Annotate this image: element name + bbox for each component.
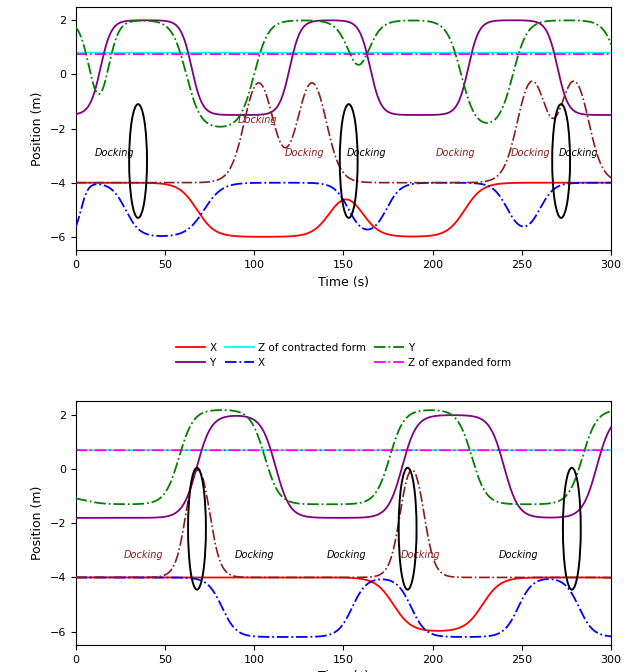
Legend: X, Y, Z of contracted form, X, Y, Z of expanded form: X, Y, Z of contracted form, X, Y, Z of e…	[172, 338, 515, 372]
Text: Docking: Docking	[436, 147, 476, 157]
Text: Docking: Docking	[123, 550, 163, 560]
X-axis label: Time (s): Time (s)	[318, 671, 369, 672]
Text: Docking: Docking	[400, 550, 440, 560]
Text: Docking: Docking	[234, 550, 274, 560]
Text: Docking: Docking	[284, 147, 324, 157]
Text: Docking: Docking	[238, 115, 277, 125]
Y-axis label: Position (m): Position (m)	[31, 486, 44, 560]
Y-axis label: Position (m): Position (m)	[31, 91, 44, 166]
Text: Docking: Docking	[327, 550, 367, 560]
Text: Docking: Docking	[498, 550, 538, 560]
Text: Docking: Docking	[346, 147, 386, 157]
X-axis label: Time (s): Time (s)	[318, 276, 369, 289]
Text: Docking: Docking	[511, 147, 551, 157]
Text: (a): (a)	[334, 415, 353, 429]
Text: Docking: Docking	[95, 147, 135, 157]
Text: Docking: Docking	[559, 147, 598, 157]
